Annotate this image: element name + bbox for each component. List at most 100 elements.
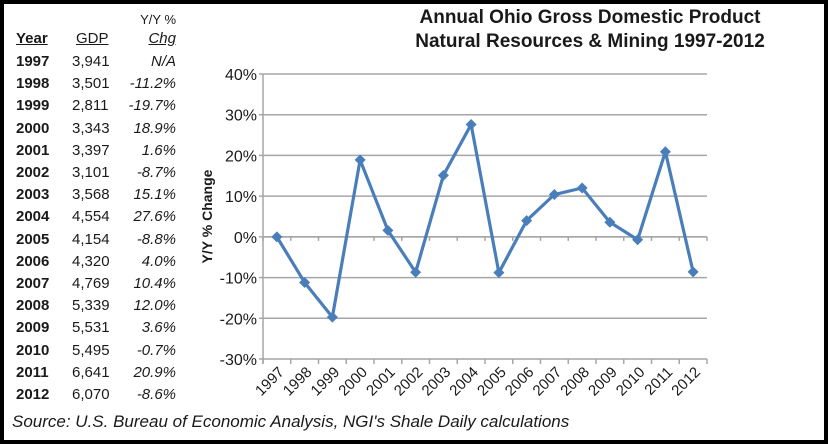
cell-chg: -0.7% (136, 341, 176, 359)
data-point-2007 (548, 189, 560, 201)
x-tick-label: 2007 (530, 364, 566, 400)
table-row: 2009 5,531 3.6% (16, 319, 176, 339)
data-point-2010 (632, 234, 644, 246)
cell-year: 2006 (16, 252, 50, 270)
x-tick-label: 1997 (252, 364, 288, 400)
cell-chg: 20.9% (133, 363, 176, 381)
cell-chg: -8.8% (136, 230, 176, 248)
data-point-2000 (354, 154, 366, 166)
cell-year: 2002 (16, 164, 50, 181)
x-tick-label: 2010 (613, 364, 649, 400)
cell-year: 2001 (16, 141, 50, 159)
x-tick-label: 2008 (557, 364, 593, 400)
table-row: 1998 3,501 -11.2% (16, 75, 176, 95)
cell-gdp: 3,501 (72, 75, 110, 93)
cell-year: 2012 (16, 386, 50, 403)
cell-year: 2009 (16, 319, 50, 337)
cell-gdp: 5,495 (72, 341, 110, 359)
table-row: 2010 5,495 -0.7% (16, 342, 176, 362)
chart-title-line-1: Annual Ohio Gross Domestic Product (419, 7, 761, 28)
y-tick-label: 0% (234, 230, 257, 247)
data-point-1997 (271, 231, 283, 243)
y-tick-label: 30% (225, 108, 257, 125)
cell-chg: 27.6% (133, 208, 176, 226)
table-row: 1997 3,941 N/A (16, 53, 176, 73)
table-row: 2004 4,554 27.6% (16, 208, 176, 228)
cell-year: 2007 (16, 275, 50, 292)
table-header-yy: Y/Y % (140, 12, 176, 27)
cell-gdp: 4,769 (72, 275, 110, 292)
y-tick-label: -30% (220, 352, 257, 369)
table-row: 2007 4,769 10.4% (16, 275, 176, 295)
table-row: 2005 4,154 -8.8% (16, 231, 176, 251)
cell-year: 2004 (16, 208, 50, 226)
cell-gdp: 5,339 (72, 297, 110, 315)
cell-chg: 15.1% (133, 186, 176, 204)
cell-year: 1999 (16, 97, 50, 115)
data-point-2002 (410, 266, 422, 278)
data-point-2001 (382, 224, 394, 236)
table-row: 2002 3,101 -8.7% (16, 164, 176, 184)
cell-year: 2008 (16, 297, 50, 315)
cell-gdp: 3,397 (72, 141, 110, 159)
cell-chg: -19.7% (128, 97, 176, 115)
x-tick-label: 1999 (308, 364, 344, 400)
cell-gdp: 3,343 (72, 119, 110, 137)
data-point-2004 (465, 118, 477, 130)
y-tick-label: 40% (225, 67, 257, 84)
source-note: Source: U.S. Bureau of Economic Analysis… (12, 412, 570, 431)
y-axis-label: Y/Y % Change (199, 169, 215, 263)
data-point-2008 (576, 182, 588, 194)
table-row: 2008 5,339 12.0% (16, 297, 176, 317)
cell-year: 2003 (16, 186, 50, 204)
cell-gdp: 4,554 (72, 208, 110, 226)
data-point-2003 (437, 169, 449, 181)
data-point-2005 (493, 267, 505, 279)
cell-chg: 10.4% (133, 275, 176, 292)
table-header-chg: Chg (148, 30, 176, 47)
data-point-2012 (687, 266, 699, 278)
x-tick-label: 2004 (446, 364, 482, 400)
cell-year: 2011 (16, 363, 49, 381)
cell-chg: 12.0% (133, 297, 176, 315)
x-tick-label: 2011 (641, 364, 676, 399)
data-point-1998 (299, 276, 311, 288)
cell-year: 2000 (16, 119, 50, 137)
y-tick-label: -20% (220, 311, 257, 328)
x-tick-label: 2002 (391, 364, 427, 400)
cell-year: 1998 (16, 75, 50, 93)
data-point-2006 (521, 215, 533, 227)
cell-chg: -8.7% (136, 164, 176, 181)
table-row: 2011 6,641 20.9% (16, 364, 176, 384)
cell-gdp: 6,641 (72, 363, 110, 381)
y-tick-label: 10% (225, 189, 257, 206)
y-tick-label: 20% (225, 148, 257, 165)
cell-chg: 1.6% (141, 141, 176, 159)
cell-gdp: 3,568 (72, 186, 110, 204)
cell-chg: -8.6% (136, 386, 176, 403)
cell-gdp: 2,811 (72, 97, 109, 115)
x-tick-label: 2006 (502, 364, 538, 400)
cell-gdp: 6,070 (72, 386, 110, 403)
table-row: 2003 3,568 15.1% (16, 186, 176, 206)
data-point-2009 (604, 216, 616, 228)
x-tick-label: 1998 (280, 364, 316, 400)
cell-gdp: 3,941 (72, 53, 110, 70)
table-row: 2012 6,070 -8.6% (16, 386, 176, 406)
x-tick-label: 2001 (363, 364, 399, 400)
cell-year: 1997 (16, 53, 50, 70)
data-point-2011 (659, 146, 671, 158)
y-tick-label: -10% (220, 271, 257, 288)
chart-title: Annual Ohio Gross Domestic Product Natur… (390, 6, 790, 54)
x-tick-label: 2000 (335, 364, 371, 400)
table-row: 2000 3,343 18.9% (16, 120, 176, 140)
table-row: 1999 2,811 -19.7% (16, 97, 176, 117)
data-point-1999 (326, 311, 338, 323)
cell-year: 2010 (16, 341, 50, 359)
cell-year: 2005 (16, 230, 50, 248)
cell-gdp: 5,531 (72, 319, 110, 337)
cell-chg: N/A (150, 53, 176, 70)
table-row: 2006 4,320 4.0% (16, 253, 176, 273)
x-tick-label: 2012 (668, 364, 704, 400)
